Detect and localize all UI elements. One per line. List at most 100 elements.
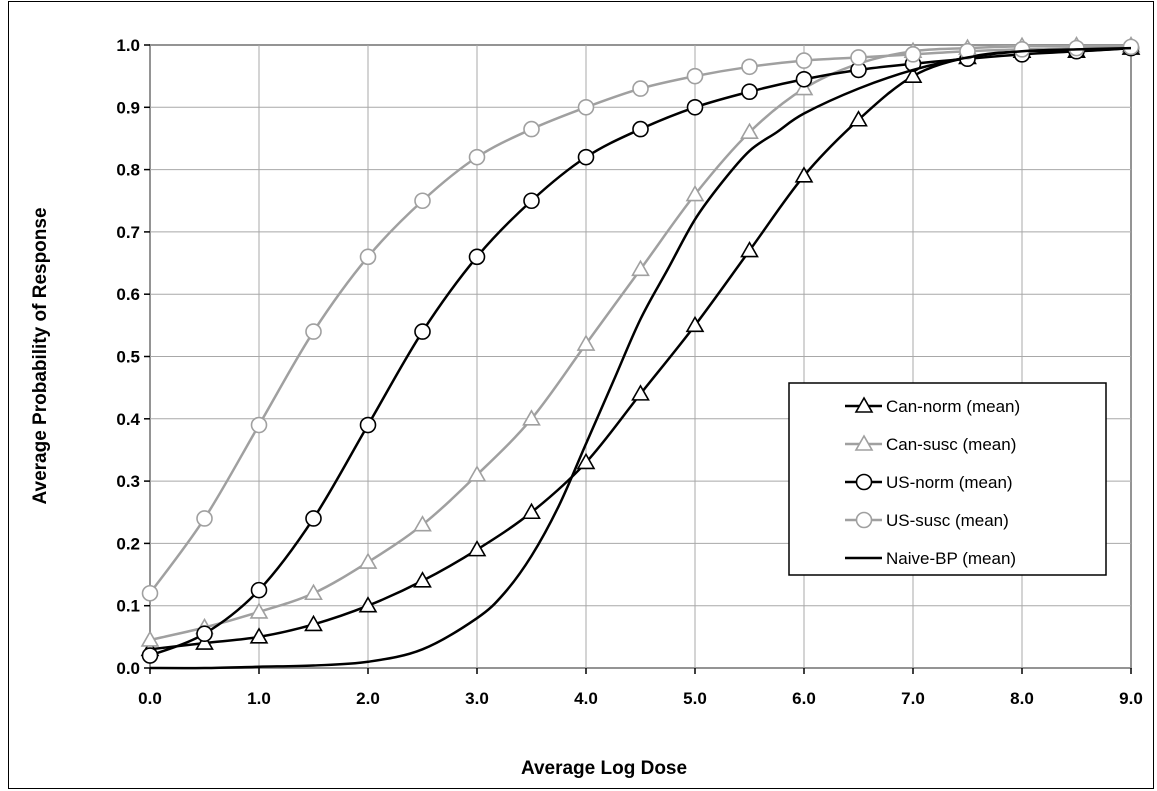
- y-tick-label: 1.0: [116, 36, 140, 55]
- y-tick-label: 0.4: [116, 410, 140, 429]
- data-point-triangle: [685, 315, 705, 333]
- series-naive-bp-mean: [149, 46, 1132, 670]
- x-axis-title: Average Log Dose: [521, 758, 687, 779]
- data-point-triangle: [358, 596, 378, 613]
- x-tick-label: 0.0: [138, 689, 162, 708]
- y-tick-label: 0.3: [116, 472, 140, 491]
- legend-box: [788, 382, 1107, 576]
- data-point-triangle: [685, 184, 705, 202]
- data-point-circle: [141, 647, 159, 664]
- data-point-triangle: [467, 465, 487, 482]
- x-tick-label: 9.0: [1119, 689, 1143, 708]
- data-point-circle: [904, 46, 922, 63]
- y-axis-ticks: 0.0 0.1 0.2 0.3 0.4 0.5 0.6 0.7 0.8 0.9 1.0: [116, 36, 150, 678]
- x-tick-label: 1.0: [247, 689, 271, 708]
- legend-marker: [855, 511, 873, 529]
- legend-item: US-susc (mean): [845, 511, 1009, 530]
- x-tick-label: 5.0: [683, 689, 707, 708]
- y-tick-label: 0.9: [116, 98, 140, 117]
- legend-item: Can-susc (mean): [845, 434, 1016, 454]
- y-tick-label: 0.7: [116, 223, 140, 242]
- data-point-circle: [196, 625, 213, 643]
- data-point-triangle: [522, 502, 541, 520]
- data-point-triangle: [740, 240, 759, 258]
- series-line: [149, 46, 1132, 670]
- data-point-circle: [359, 416, 377, 434]
- data-point-triangle: [576, 334, 596, 351]
- series-us-susc-mean: [141, 38, 1140, 602]
- x-tick-label: 8.0: [1010, 689, 1034, 708]
- data-point-triangle: [413, 515, 432, 532]
- data-point-triangle: [304, 583, 323, 601]
- y-tick-label: 0.5: [116, 348, 140, 367]
- legend: Can-norm (mean) Can-susc (mean) US-norm (m…: [788, 382, 1107, 576]
- data-point-triangle: [413, 571, 432, 588]
- data-point-triangle: [576, 452, 596, 470]
- data-point-circle: [359, 248, 377, 266]
- data-point-circle: [959, 42, 976, 60]
- data-point-triangle: [358, 552, 378, 569]
- data-point-triangle: [522, 409, 541, 426]
- y-tick-label: 0.0: [116, 659, 140, 678]
- x-tick-label: 6.0: [792, 689, 816, 708]
- data-point-circle: [577, 99, 595, 116]
- y-tick-label: 0.8: [116, 161, 140, 180]
- data-point-triangle: [140, 630, 160, 647]
- y-tick-label: 0.6: [116, 285, 140, 304]
- data-point-circle: [632, 80, 649, 97]
- y-axis-title: Average Probability of Response: [30, 207, 51, 504]
- legend-label: Naive-BP (mean): [886, 549, 1016, 568]
- data-point-circle: [795, 52, 813, 69]
- data-point-circle: [577, 148, 595, 166]
- data-point-circle: [305, 510, 322, 527]
- legend-label: US-susc (mean): [886, 511, 1009, 530]
- data-point-circle: [1013, 41, 1031, 58]
- data-point-circle: [632, 120, 649, 138]
- legend-item: Can-norm (mean): [845, 396, 1020, 416]
- series-layer: [140, 36, 1141, 670]
- data-point-triangle: [849, 110, 868, 127]
- legend-item: Naive-BP (mean): [845, 549, 1016, 568]
- x-axis-ticks: 0.0 1.0 2.0 3.0 4.0 5.0 6.0 7.0 8.0 9.0: [138, 668, 1143, 708]
- data-point-circle: [468, 248, 486, 266]
- data-point-triangle: [794, 166, 814, 183]
- data-point-triangle: [304, 614, 323, 632]
- legend-marker: [854, 396, 874, 413]
- data-point-circle: [1122, 38, 1140, 56]
- data-point-circle: [250, 416, 268, 434]
- data-point-circle: [850, 49, 867, 66]
- x-tick-label: 3.0: [465, 689, 489, 708]
- legend-marker: [855, 473, 873, 491]
- legend-label: Can-susc (mean): [886, 435, 1016, 454]
- data-point-circle: [414, 323, 431, 340]
- legend-marker: [854, 434, 874, 451]
- x-tick-label: 4.0: [574, 689, 598, 708]
- data-point-triangle: [249, 627, 269, 644]
- data-point-circle: [741, 83, 758, 101]
- data-point-circle: [686, 67, 704, 85]
- data-point-triangle: [631, 259, 650, 277]
- data-point-circle: [741, 58, 758, 76]
- data-point-triangle: [249, 602, 269, 619]
- data-point-triangle: [631, 384, 650, 401]
- legend-label: Can-norm (mean): [886, 397, 1020, 416]
- data-point-triangle: [195, 633, 214, 650]
- legend-item: US-norm (mean): [845, 473, 1013, 492]
- data-point-circle: [523, 120, 540, 138]
- data-point-triangle: [794, 78, 814, 96]
- x-tick-label: 7.0: [901, 689, 925, 708]
- data-point-circle: [523, 192, 540, 210]
- data-point-circle: [468, 148, 486, 166]
- y-tick-label: 0.2: [116, 534, 140, 553]
- data-point-circle: [250, 581, 268, 599]
- data-point-circle: [141, 584, 159, 602]
- data-point-triangle: [740, 122, 759, 140]
- data-point-circle: [686, 99, 704, 116]
- legend-label: US-norm (mean): [886, 473, 1013, 492]
- x-tick-label: 2.0: [356, 689, 380, 708]
- y-tick-label: 0.1: [116, 597, 140, 616]
- data-point-circle: [414, 192, 431, 210]
- data-point-circle: [196, 510, 213, 527]
- data-point-circle: [795, 70, 813, 88]
